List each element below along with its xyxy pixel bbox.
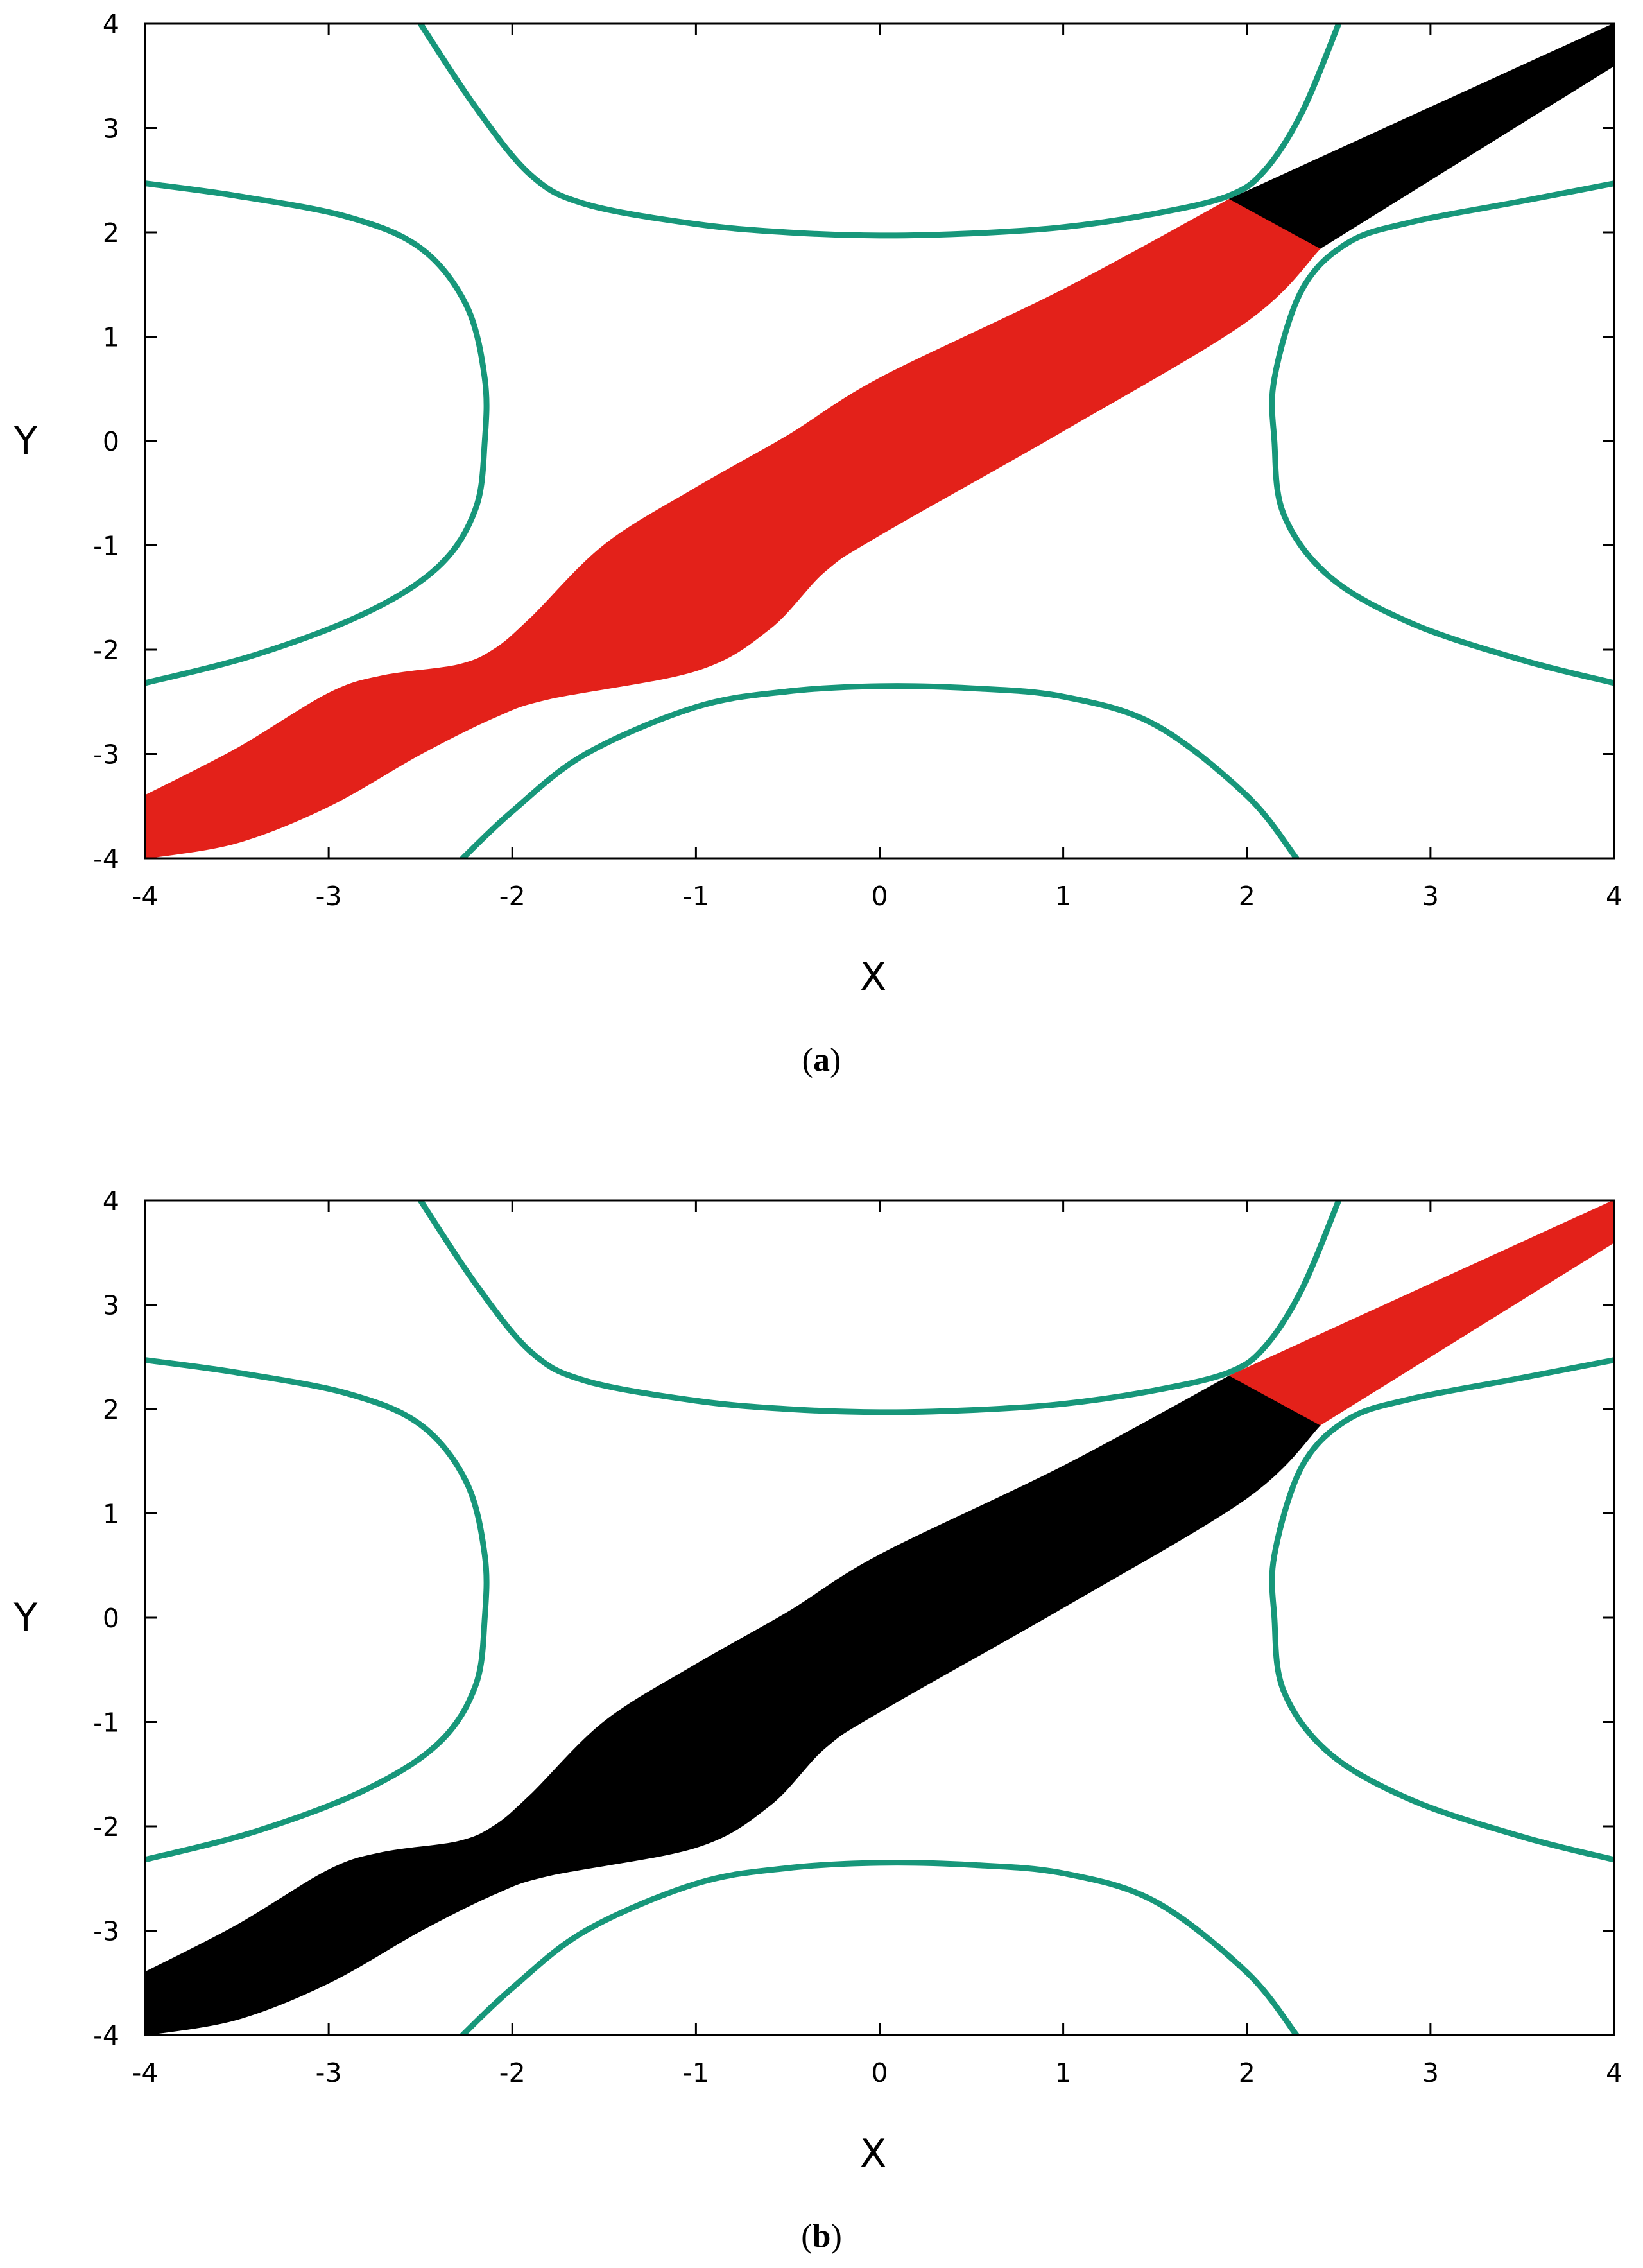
x-tick-label: 1 xyxy=(1055,2057,1072,2088)
x-tick-label: -3 xyxy=(316,2057,342,2088)
x-tick-label: -4 xyxy=(132,881,159,912)
y-tick-label: 0 xyxy=(103,1603,119,1634)
region-black-0 xyxy=(145,1374,1321,2035)
x-tick-label: 2 xyxy=(1239,2057,1255,2088)
x-tick-label: -1 xyxy=(683,881,709,912)
y-tick-label: -4 xyxy=(93,2020,119,2051)
plot-area xyxy=(145,24,1614,858)
y-tick-label: -4 xyxy=(93,844,119,874)
plot-area xyxy=(145,1200,1614,2035)
curve-top xyxy=(417,1200,1342,1415)
y-tick-label: -2 xyxy=(93,1812,119,1842)
x-tick-label: 3 xyxy=(1422,2057,1439,2088)
x-tick-label: 3 xyxy=(1422,881,1439,912)
curve-bottom xyxy=(460,683,1300,858)
y-tick-label: -1 xyxy=(93,531,119,562)
panel-caption: (a) xyxy=(802,1042,841,1078)
y-tick-label: 4 xyxy=(103,9,119,40)
y-tick-label: -3 xyxy=(93,1916,119,1947)
curve-bottom xyxy=(460,1860,1300,2035)
y-tick-label: 0 xyxy=(103,426,119,457)
x-tick-label: -2 xyxy=(499,2057,526,2088)
x-tick-label: 0 xyxy=(871,881,888,912)
y-tick-label: -3 xyxy=(93,740,119,770)
curve-left xyxy=(145,1357,490,1863)
y-tick-label: 2 xyxy=(103,1394,119,1425)
y-axis-label: Y xyxy=(13,419,38,463)
x-tick-label: 4 xyxy=(1606,2057,1622,2088)
y-tick-label: 1 xyxy=(103,1499,119,1530)
curve-left xyxy=(145,180,490,686)
region-red-0 xyxy=(145,198,1321,858)
y-tick-label: 3 xyxy=(103,1290,119,1321)
x-axis-label: X xyxy=(860,2131,886,2176)
x-tick-label: 0 xyxy=(871,2057,888,2088)
curve-top xyxy=(417,24,1342,239)
panel-caption: (b) xyxy=(801,2218,842,2255)
y-tick-label: 3 xyxy=(103,114,119,144)
region-red-1 xyxy=(1228,1200,1614,1426)
x-tick-label: -3 xyxy=(316,881,342,912)
curve-right xyxy=(1269,1357,1614,1863)
y-tick-label: 2 xyxy=(103,218,119,248)
x-tick-label: 2 xyxy=(1239,881,1255,912)
x-tick-label: -1 xyxy=(683,2057,709,2088)
y-tick-label: -2 xyxy=(93,635,119,666)
region-black-1 xyxy=(1228,24,1614,249)
y-tick-label: 4 xyxy=(103,1186,119,1216)
y-tick-label: -1 xyxy=(93,1708,119,1738)
x-axis-label: X xyxy=(860,955,886,1000)
y-axis-label: Y xyxy=(13,1595,38,1640)
x-tick-label: -4 xyxy=(132,2057,159,2088)
curve-right xyxy=(1269,180,1614,686)
x-tick-label: -2 xyxy=(499,881,526,912)
x-tick-label: 4 xyxy=(1606,881,1622,912)
panel-b: -4 -3 -2 -1 0 1 2 3 4 -4 -3 -2 -1 0 1 2 3 4 X Y (b) xyxy=(13,1186,1622,2255)
y-tick-label: 1 xyxy=(103,322,119,353)
panel-a: -4 -3 -2 -1 0 1 2 3 4 -4 -3 -2 -1 0 1 2 3 4 X Y (a) xyxy=(13,9,1622,1078)
x-tick-label: 1 xyxy=(1055,881,1072,912)
